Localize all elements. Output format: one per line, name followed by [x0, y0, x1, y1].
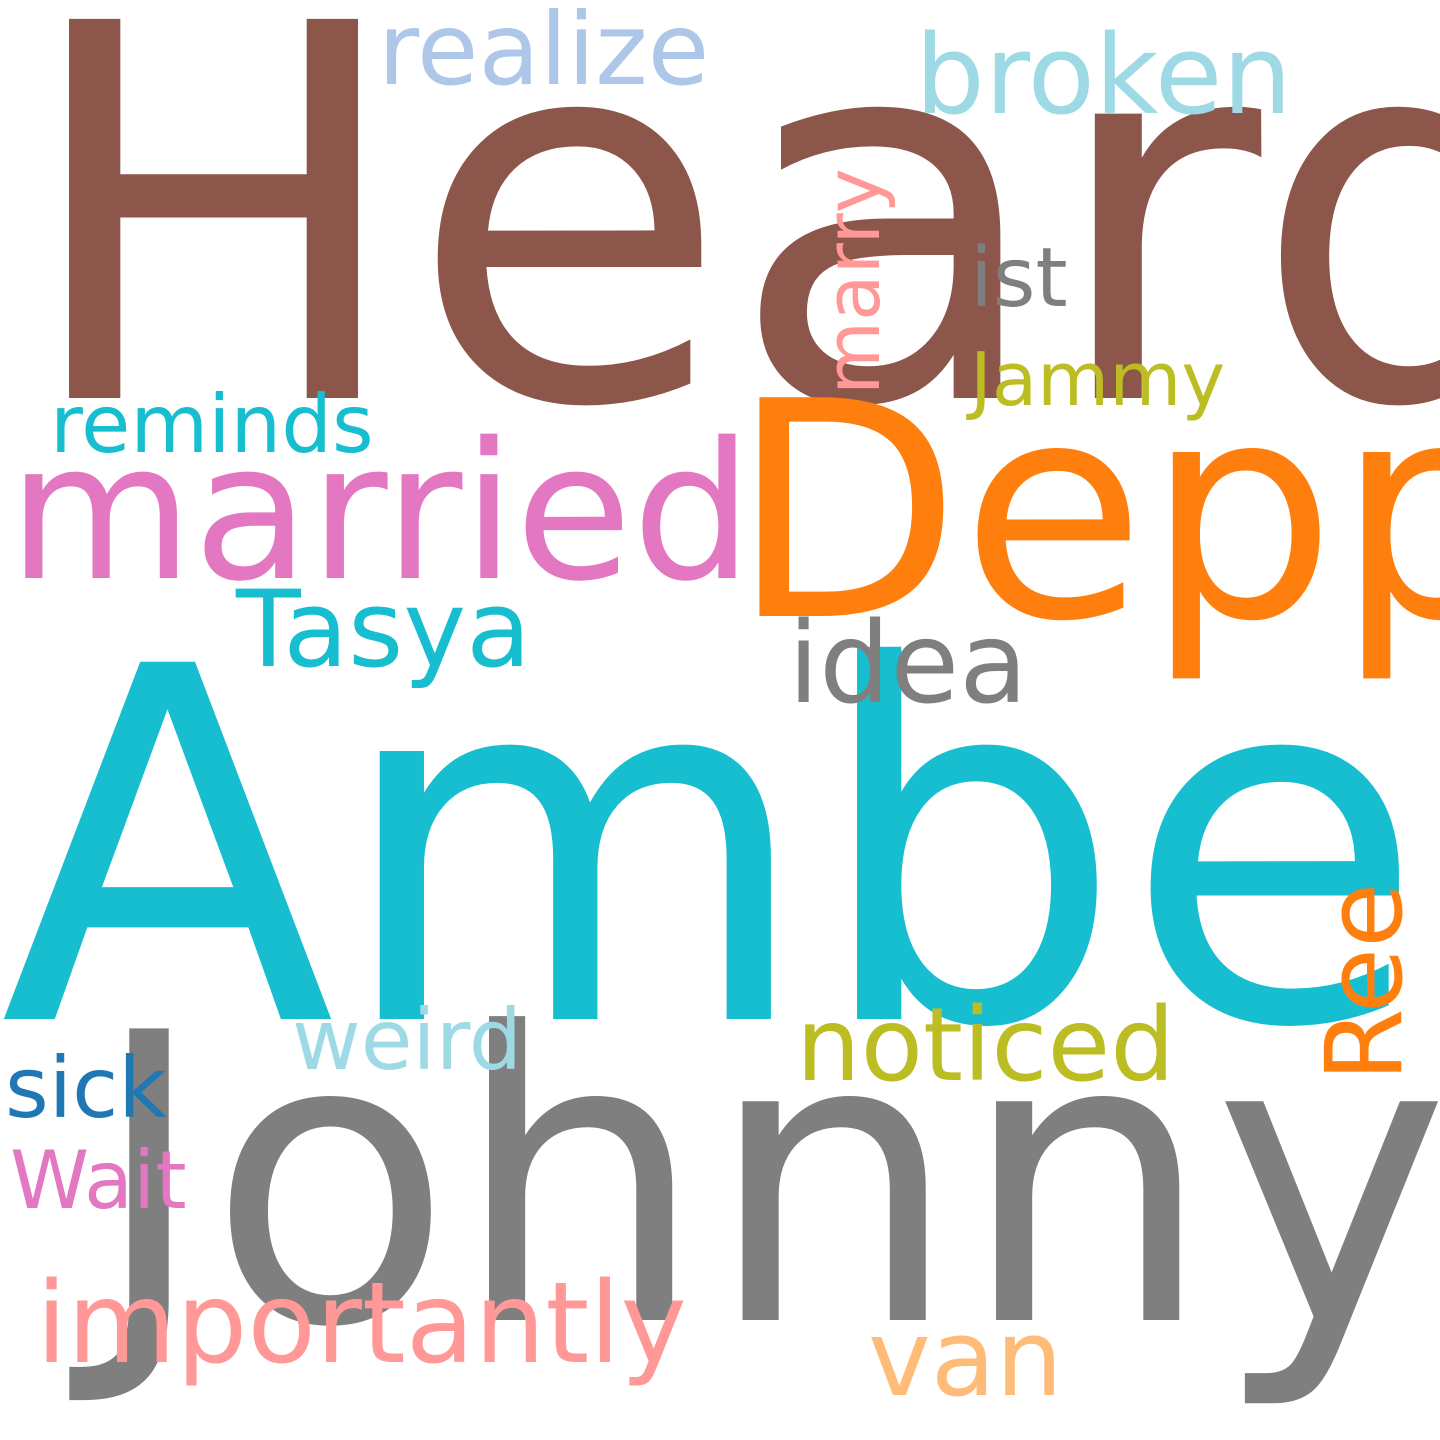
word-weird: weird	[292, 991, 523, 1089]
word-reminds: reminds	[50, 378, 374, 471]
word-noticed: noticed	[796, 986, 1175, 1105]
word-realize: realize	[378, 0, 710, 108]
word-sick: sick	[5, 1039, 167, 1137]
word-idea: idea	[788, 599, 1028, 729]
word-broken: broken	[915, 11, 1293, 139]
word-importantly: importantly	[36, 1259, 687, 1389]
word-ist: ist	[970, 231, 1068, 326]
word-amber: Amber	[0, 564, 1440, 1135]
word-ree: Ree	[1303, 882, 1426, 1082]
word-married: married	[8, 402, 753, 623]
word-jammy: Jammy	[970, 337, 1226, 423]
word-johnny: Johnny	[90, 950, 1440, 1415]
word-marry: marry	[808, 168, 897, 395]
word-van: van	[868, 1297, 1063, 1420]
word-heard: Heard	[18, 0, 1440, 521]
word-wait: Wait	[10, 1134, 187, 1227]
word-depp: Depp	[730, 338, 1440, 687]
word-tasya: Tasya	[236, 568, 532, 691]
